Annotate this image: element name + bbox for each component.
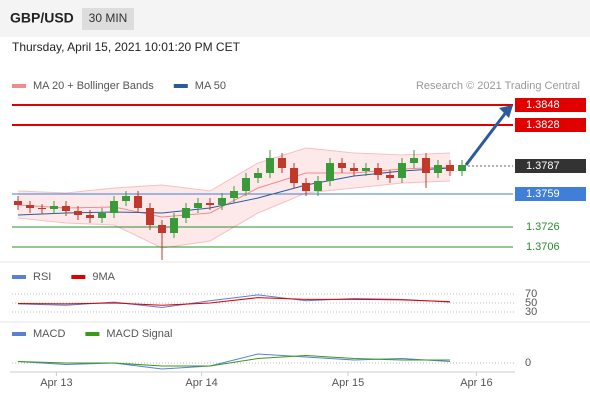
interval-box[interactable] — [82, 8, 134, 30]
candle-body — [422, 158, 430, 173]
level-box — [515, 187, 586, 201]
candle-body — [290, 168, 298, 183]
level-label: 1.3759 — [526, 188, 560, 200]
candle-body — [50, 206, 58, 209]
y-tick-label: 70 — [525, 288, 537, 300]
legend-swatch — [12, 275, 26, 279]
forecast-arrow — [464, 110, 509, 166]
level-label: 1.3706 — [526, 241, 560, 253]
bollinger-upper — [17, 147, 451, 194]
candle-body — [134, 196, 142, 208]
candle-body — [122, 196, 130, 201]
candle-body — [26, 205, 34, 208]
candle-body — [278, 158, 286, 168]
indicator-line — [17, 354, 450, 367]
candle-body — [254, 173, 262, 178]
legend-label: 9MA — [92, 271, 115, 283]
candle-body — [206, 203, 214, 205]
candle-body — [242, 178, 250, 191]
candle-body — [302, 183, 310, 191]
candle-body — [230, 191, 238, 198]
candle-body — [374, 168, 382, 175]
candle-body — [14, 201, 22, 205]
candle-body — [362, 168, 370, 171]
candle-body — [410, 158, 418, 163]
candle-body — [86, 215, 94, 218]
candle-body — [338, 163, 346, 168]
candle-body — [38, 208, 46, 209]
datetime: Thursday, April 15, 2021 10:01:20 PM CET — [12, 40, 241, 54]
candle-body — [218, 198, 226, 205]
candle-body — [398, 163, 406, 178]
candle-body — [158, 225, 166, 233]
indicator-line — [17, 294, 451, 309]
indicator-line — [17, 297, 451, 306]
x-tick-label: Apr 14 — [185, 377, 217, 389]
legend-swatch — [173, 84, 188, 88]
legend-label: MACD — [33, 328, 65, 340]
legend-label: MA 20 + Bollinger Bands — [33, 80, 154, 92]
legend-swatch — [12, 332, 26, 336]
interval[interactable]: 30 MIN — [89, 11, 128, 25]
legend-label: RSI — [33, 271, 51, 283]
candle-body — [170, 218, 178, 233]
candle-body — [74, 211, 82, 215]
legend-swatch — [12, 84, 26, 88]
candle-body — [386, 175, 394, 178]
x-tick-label: Apr 13 — [40, 377, 72, 389]
symbol: GBP/USD — [10, 10, 74, 26]
forecast-arrow-head — [499, 105, 513, 118]
level-label: 1.3828 — [526, 119, 560, 131]
credit: Research © 2021 Trading Central — [416, 80, 580, 92]
legend-swatch — [85, 332, 100, 336]
candle-body — [98, 213, 106, 218]
x-tick-label: Apr 15 — [332, 377, 364, 389]
y-tick-label: 30 — [525, 306, 537, 318]
candle-body — [182, 208, 190, 218]
candle-body — [434, 165, 442, 173]
legend-label: MACD Signal — [106, 328, 172, 340]
level-box — [515, 118, 586, 132]
level-label: 1.3787 — [526, 160, 560, 172]
level-label: 1.3726 — [526, 221, 560, 233]
x-tick-label: Apr 16 — [460, 377, 492, 389]
level-box — [515, 98, 586, 112]
candle-body — [146, 208, 154, 225]
candle-body — [326, 163, 334, 181]
level-label: 1.3848 — [526, 99, 560, 111]
candle-body — [266, 158, 274, 173]
candle-body — [194, 203, 202, 208]
y-tick-label: 50 — [525, 297, 537, 309]
legend-label: MA 50 — [195, 80, 226, 92]
y-tick-label: 0 — [525, 357, 531, 369]
indicator-line — [17, 353, 451, 370]
candle-body — [314, 181, 322, 191]
candle-body — [110, 201, 118, 213]
candle-body — [350, 168, 358, 171]
candle-body — [62, 206, 70, 211]
candle-body — [446, 165, 454, 171]
legend-swatch — [71, 275, 86, 279]
candle-body — [458, 165, 466, 171]
level-box — [515, 159, 586, 173]
